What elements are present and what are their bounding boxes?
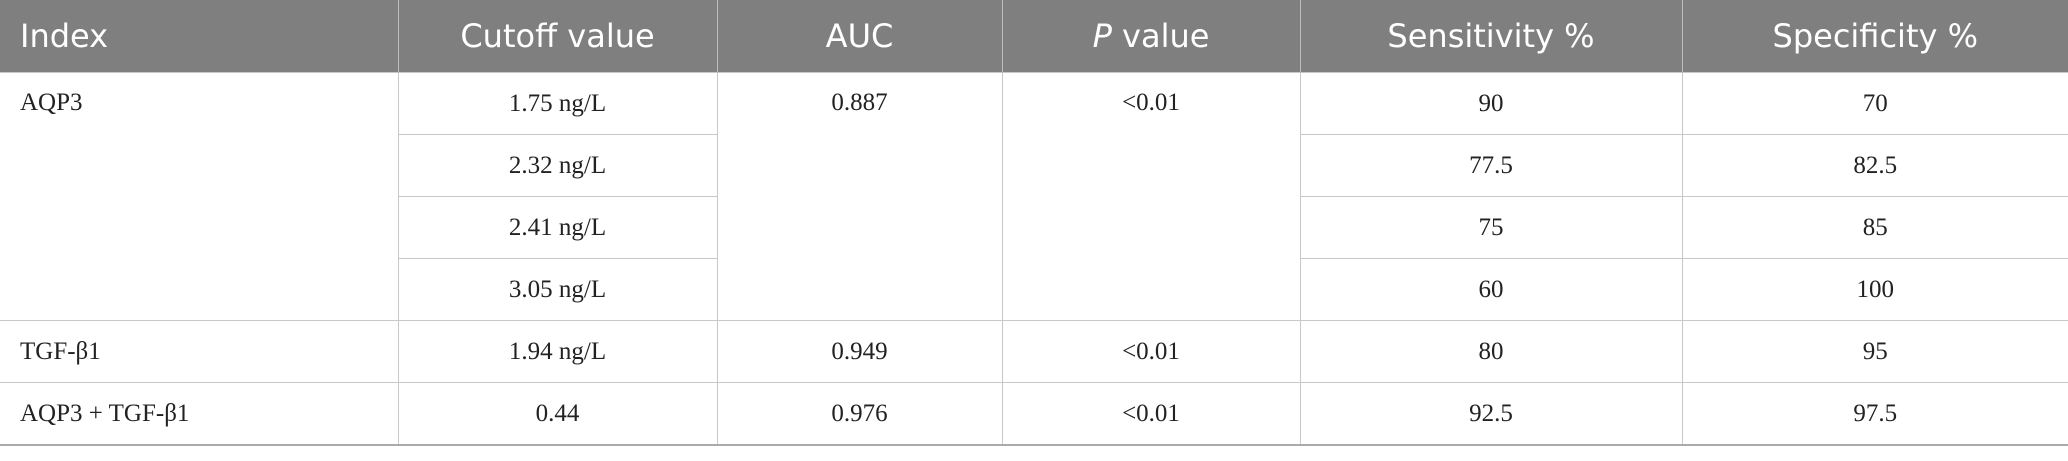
header-cell: P value bbox=[1001, 0, 1300, 73]
specificity-cell: 85 bbox=[1681, 196, 2068, 259]
sensitivity-cell: 92.5 bbox=[1299, 382, 1683, 446]
p-cell: <0.01 bbox=[1001, 72, 1301, 321]
sensitivity-cell: 75 bbox=[1299, 196, 1683, 259]
sensitivity-cell: 60 bbox=[1299, 258, 1683, 321]
table-row: AQP3 + TGF-β1 0.44 0.976 <0.01 92.5 97.5 bbox=[0, 382, 2068, 446]
index-cell: AQP3 + TGF-β1 bbox=[0, 382, 399, 446]
cutoff-cell: 3.05 ng/L bbox=[397, 258, 718, 321]
header-cell: AUC bbox=[716, 0, 1002, 73]
header-text: value bbox=[1111, 17, 1210, 55]
header-cell: Sensitivity % bbox=[1299, 0, 1682, 73]
specificity-cell: 97.5 bbox=[1681, 382, 2068, 446]
table-body: AQP3 1.75 ng/L 0.887 <0.01 90 70 2.32 ng/L 77.5… bbox=[0, 72, 2068, 446]
sensitivity-cell: 77.5 bbox=[1299, 134, 1683, 197]
cutoff-cell: 0.44 bbox=[397, 382, 718, 446]
auc-cell: 0.887 bbox=[716, 72, 1003, 321]
cutoff-cell: 2.41 ng/L bbox=[397, 196, 718, 259]
index-cell: AQP3 bbox=[0, 72, 399, 321]
cutoff-cell: 1.75 ng/L bbox=[397, 72, 718, 135]
roc-table: Index Cutoff value AUC P value Sensitivity %… bbox=[0, 0, 2068, 446]
cutoff-cell: 1.94 ng/L bbox=[397, 320, 718, 383]
table-row: 2.32 ng/L 77.5 82.5 bbox=[0, 134, 2068, 197]
p-cell: <0.01 bbox=[1001, 320, 1301, 383]
header-cell: Cutoff value bbox=[397, 0, 717, 73]
cutoff-cell: 2.32 ng/L bbox=[397, 134, 718, 197]
specificity-cell: 100 bbox=[1681, 258, 2068, 321]
table-row: AQP3 1.75 ng/L 0.887 <0.01 90 70 bbox=[0, 72, 2068, 321]
header-row: Index Cutoff value AUC P value Sensitivity %… bbox=[0, 0, 2068, 73]
sensitivity-cell: 80 bbox=[1299, 320, 1683, 383]
header-cell: Index bbox=[0, 0, 398, 73]
table-row: 2.41 ng/L 75 85 bbox=[0, 196, 2068, 259]
auc-cell: 0.976 bbox=[716, 382, 1003, 446]
p-cell: <0.01 bbox=[1001, 382, 1301, 446]
specificity-cell: 70 bbox=[1681, 72, 2068, 135]
header-italic: P bbox=[1092, 17, 1112, 55]
table-row: TGF-β1 1.94 ng/L 0.949 <0.01 80 95 bbox=[0, 320, 2068, 383]
header-cell: Specificity % bbox=[1681, 0, 2068, 73]
specificity-cell: 95 bbox=[1681, 320, 2068, 383]
table-row: 3.05 ng/L 60 100 bbox=[0, 258, 2068, 321]
specificity-cell: 82.5 bbox=[1681, 134, 2068, 197]
index-cell: TGF-β1 bbox=[0, 320, 399, 383]
auc-cell: 0.949 bbox=[716, 320, 1003, 383]
sensitivity-cell: 90 bbox=[1299, 72, 1683, 135]
